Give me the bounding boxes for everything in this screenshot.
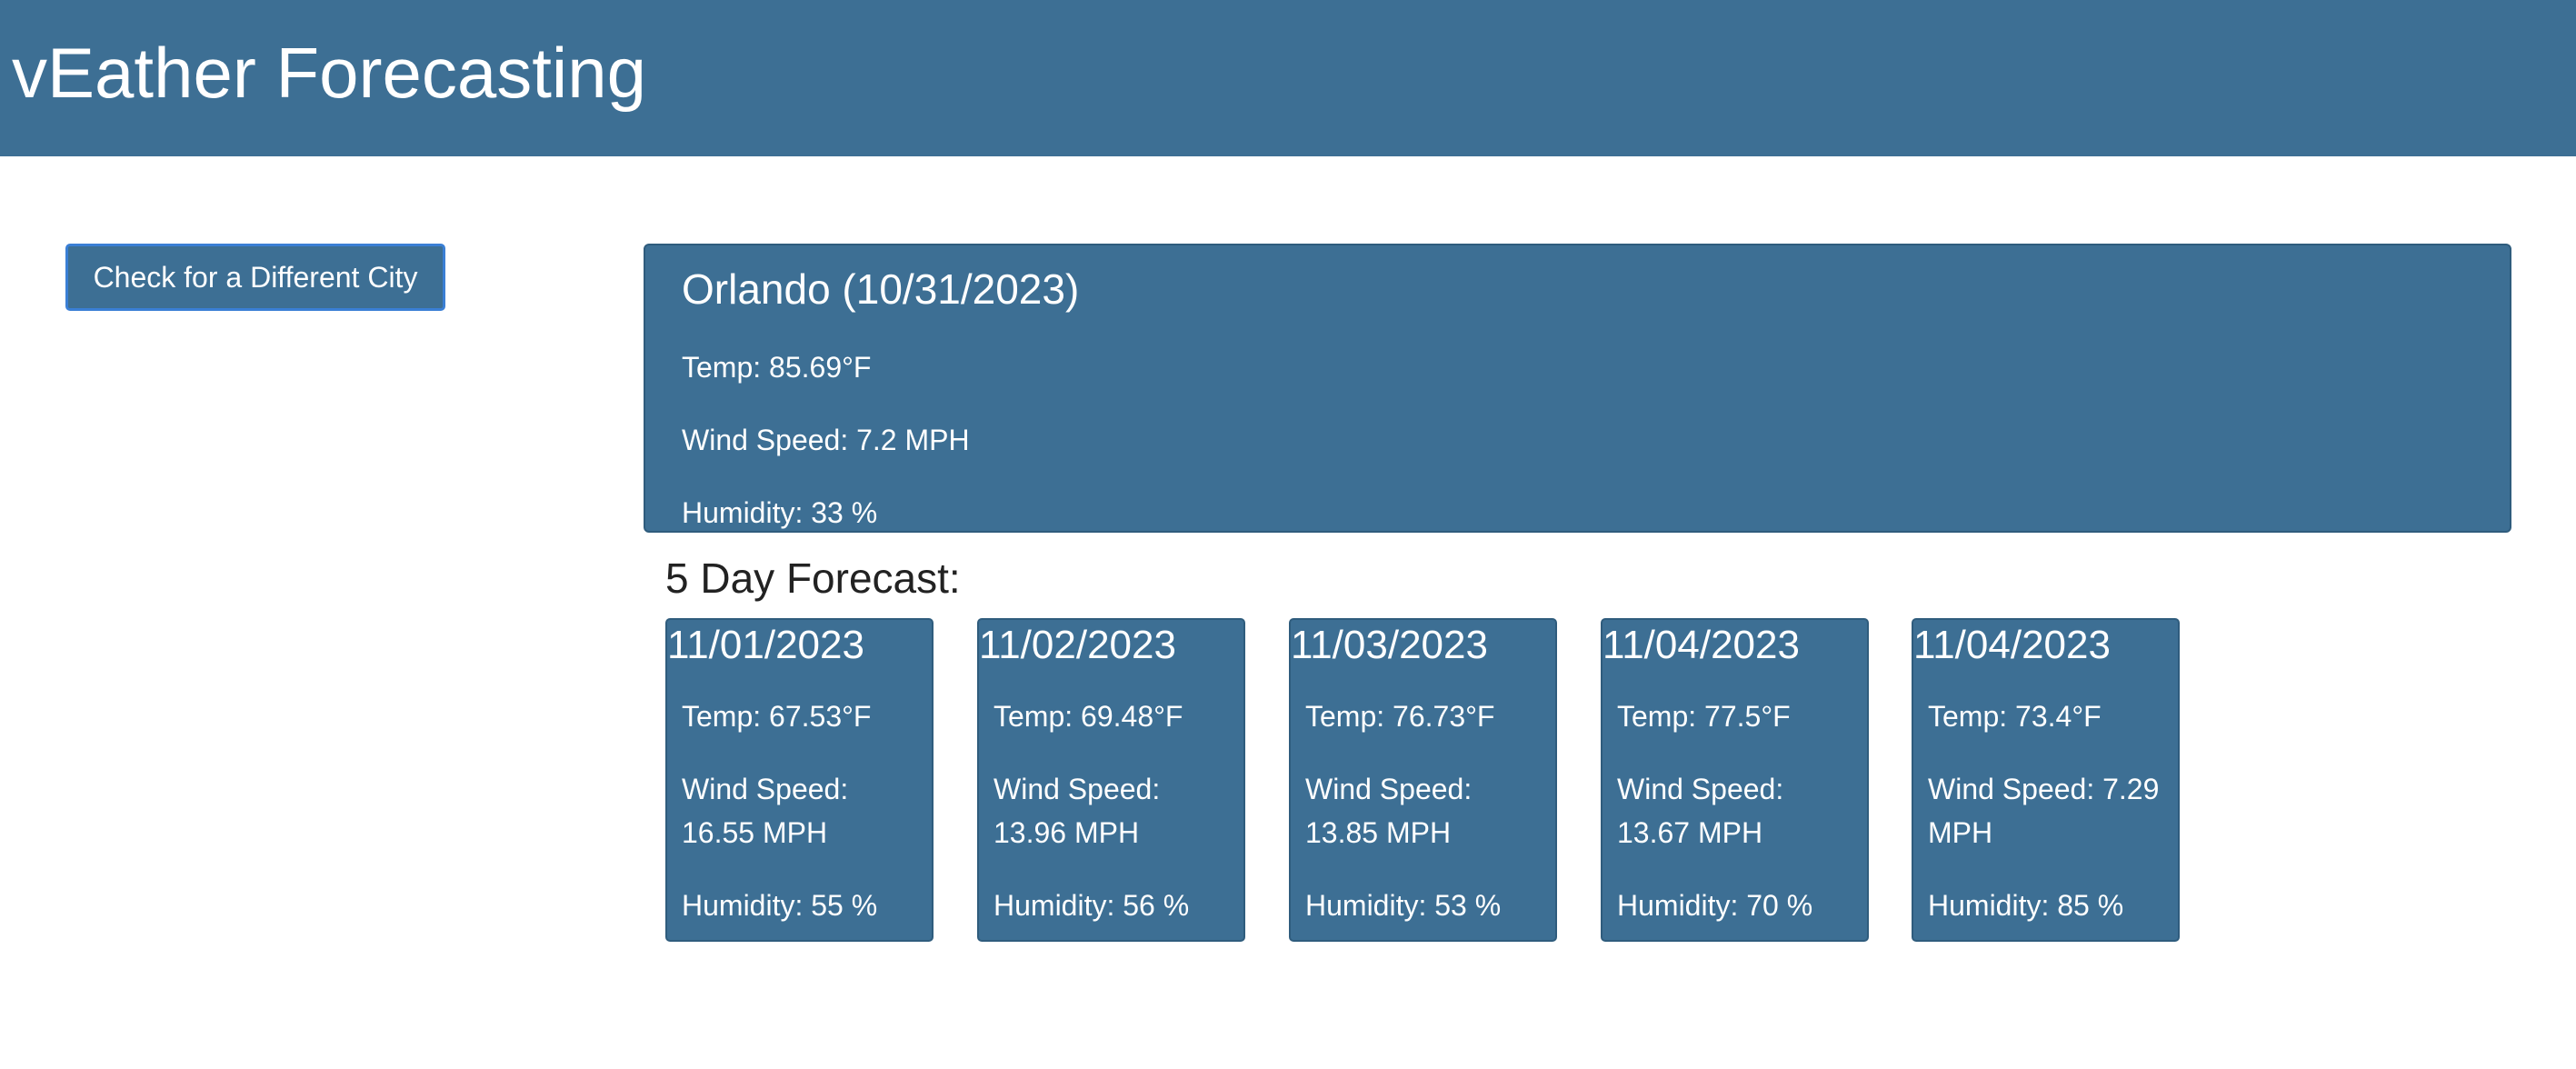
current-temp: Temp: 85.69°F [682,351,872,384]
forecast-wind-speed: Wind Speed: 13.85 MPH [1305,773,1473,849]
forecast-heading: 5 Day Forecast: [665,554,961,602]
forecast-date: 11/04/2023 [1913,623,2111,667]
forecast-card: 11/02/2023 Temp: 69.48°F Wind Speed: 13.… [977,618,1245,942]
forecast-date: 11/04/2023 [1603,623,1800,667]
check-different-city-button[interactable]: Check for a Different City [65,244,445,311]
forecast-wind-speed: Wind Speed: 7.29 MPH [1928,773,2160,849]
forecast-date: 11/03/2023 [1291,623,1488,667]
forecast-wind-speed: Wind Speed: 16.55 MPH [682,773,849,849]
forecast-temp: Temp: 76.73°F [1305,700,1495,733]
current-city-title: Orlando (10/31/2023) [682,265,1080,313]
app-header: vEather Forecasting [0,0,2576,156]
forecast-humidity: Humidity: 53 % [1305,889,1502,922]
app-title: vEather Forecasting [12,33,647,113]
forecast-humidity: Humidity: 85 % [1928,889,2124,922]
forecast-card: 11/01/2023 Temp: 67.53°F Wind Speed: 16.… [665,618,934,942]
forecast-card: 11/04/2023 Temp: 77.5°F Wind Speed: 13.6… [1601,618,1869,942]
forecast-card: 11/03/2023 Temp: 76.73°F Wind Speed: 13.… [1289,618,1557,942]
current-weather-card: Orlando (10/31/2023) Temp: 85.69°F Wind … [644,244,2511,533]
current-humidity: Humidity: 33 % [682,496,878,529]
forecast-wind-speed: Wind Speed: 13.96 MPH [993,773,1161,849]
forecast-humidity: Humidity: 70 % [1617,889,1813,922]
forecast-date: 11/02/2023 [979,623,1176,667]
forecast-humidity: Humidity: 55 % [682,889,878,922]
forecast-humidity: Humidity: 56 % [993,889,1190,922]
forecast-date: 11/01/2023 [667,623,864,667]
forecast-temp: Temp: 69.48°F [993,700,1183,733]
current-wind-speed: Wind Speed: 7.2 MPH [682,424,970,456]
forecast-wind-speed: Wind Speed: 13.67 MPH [1617,773,1784,849]
forecast-temp: Temp: 73.4°F [1928,700,2102,733]
forecast-card: 11/04/2023 Temp: 73.4°F Wind Speed: 7.29… [1912,618,2180,942]
forecast-temp: Temp: 67.53°F [682,700,872,733]
forecast-temp: Temp: 77.5°F [1617,700,1791,733]
